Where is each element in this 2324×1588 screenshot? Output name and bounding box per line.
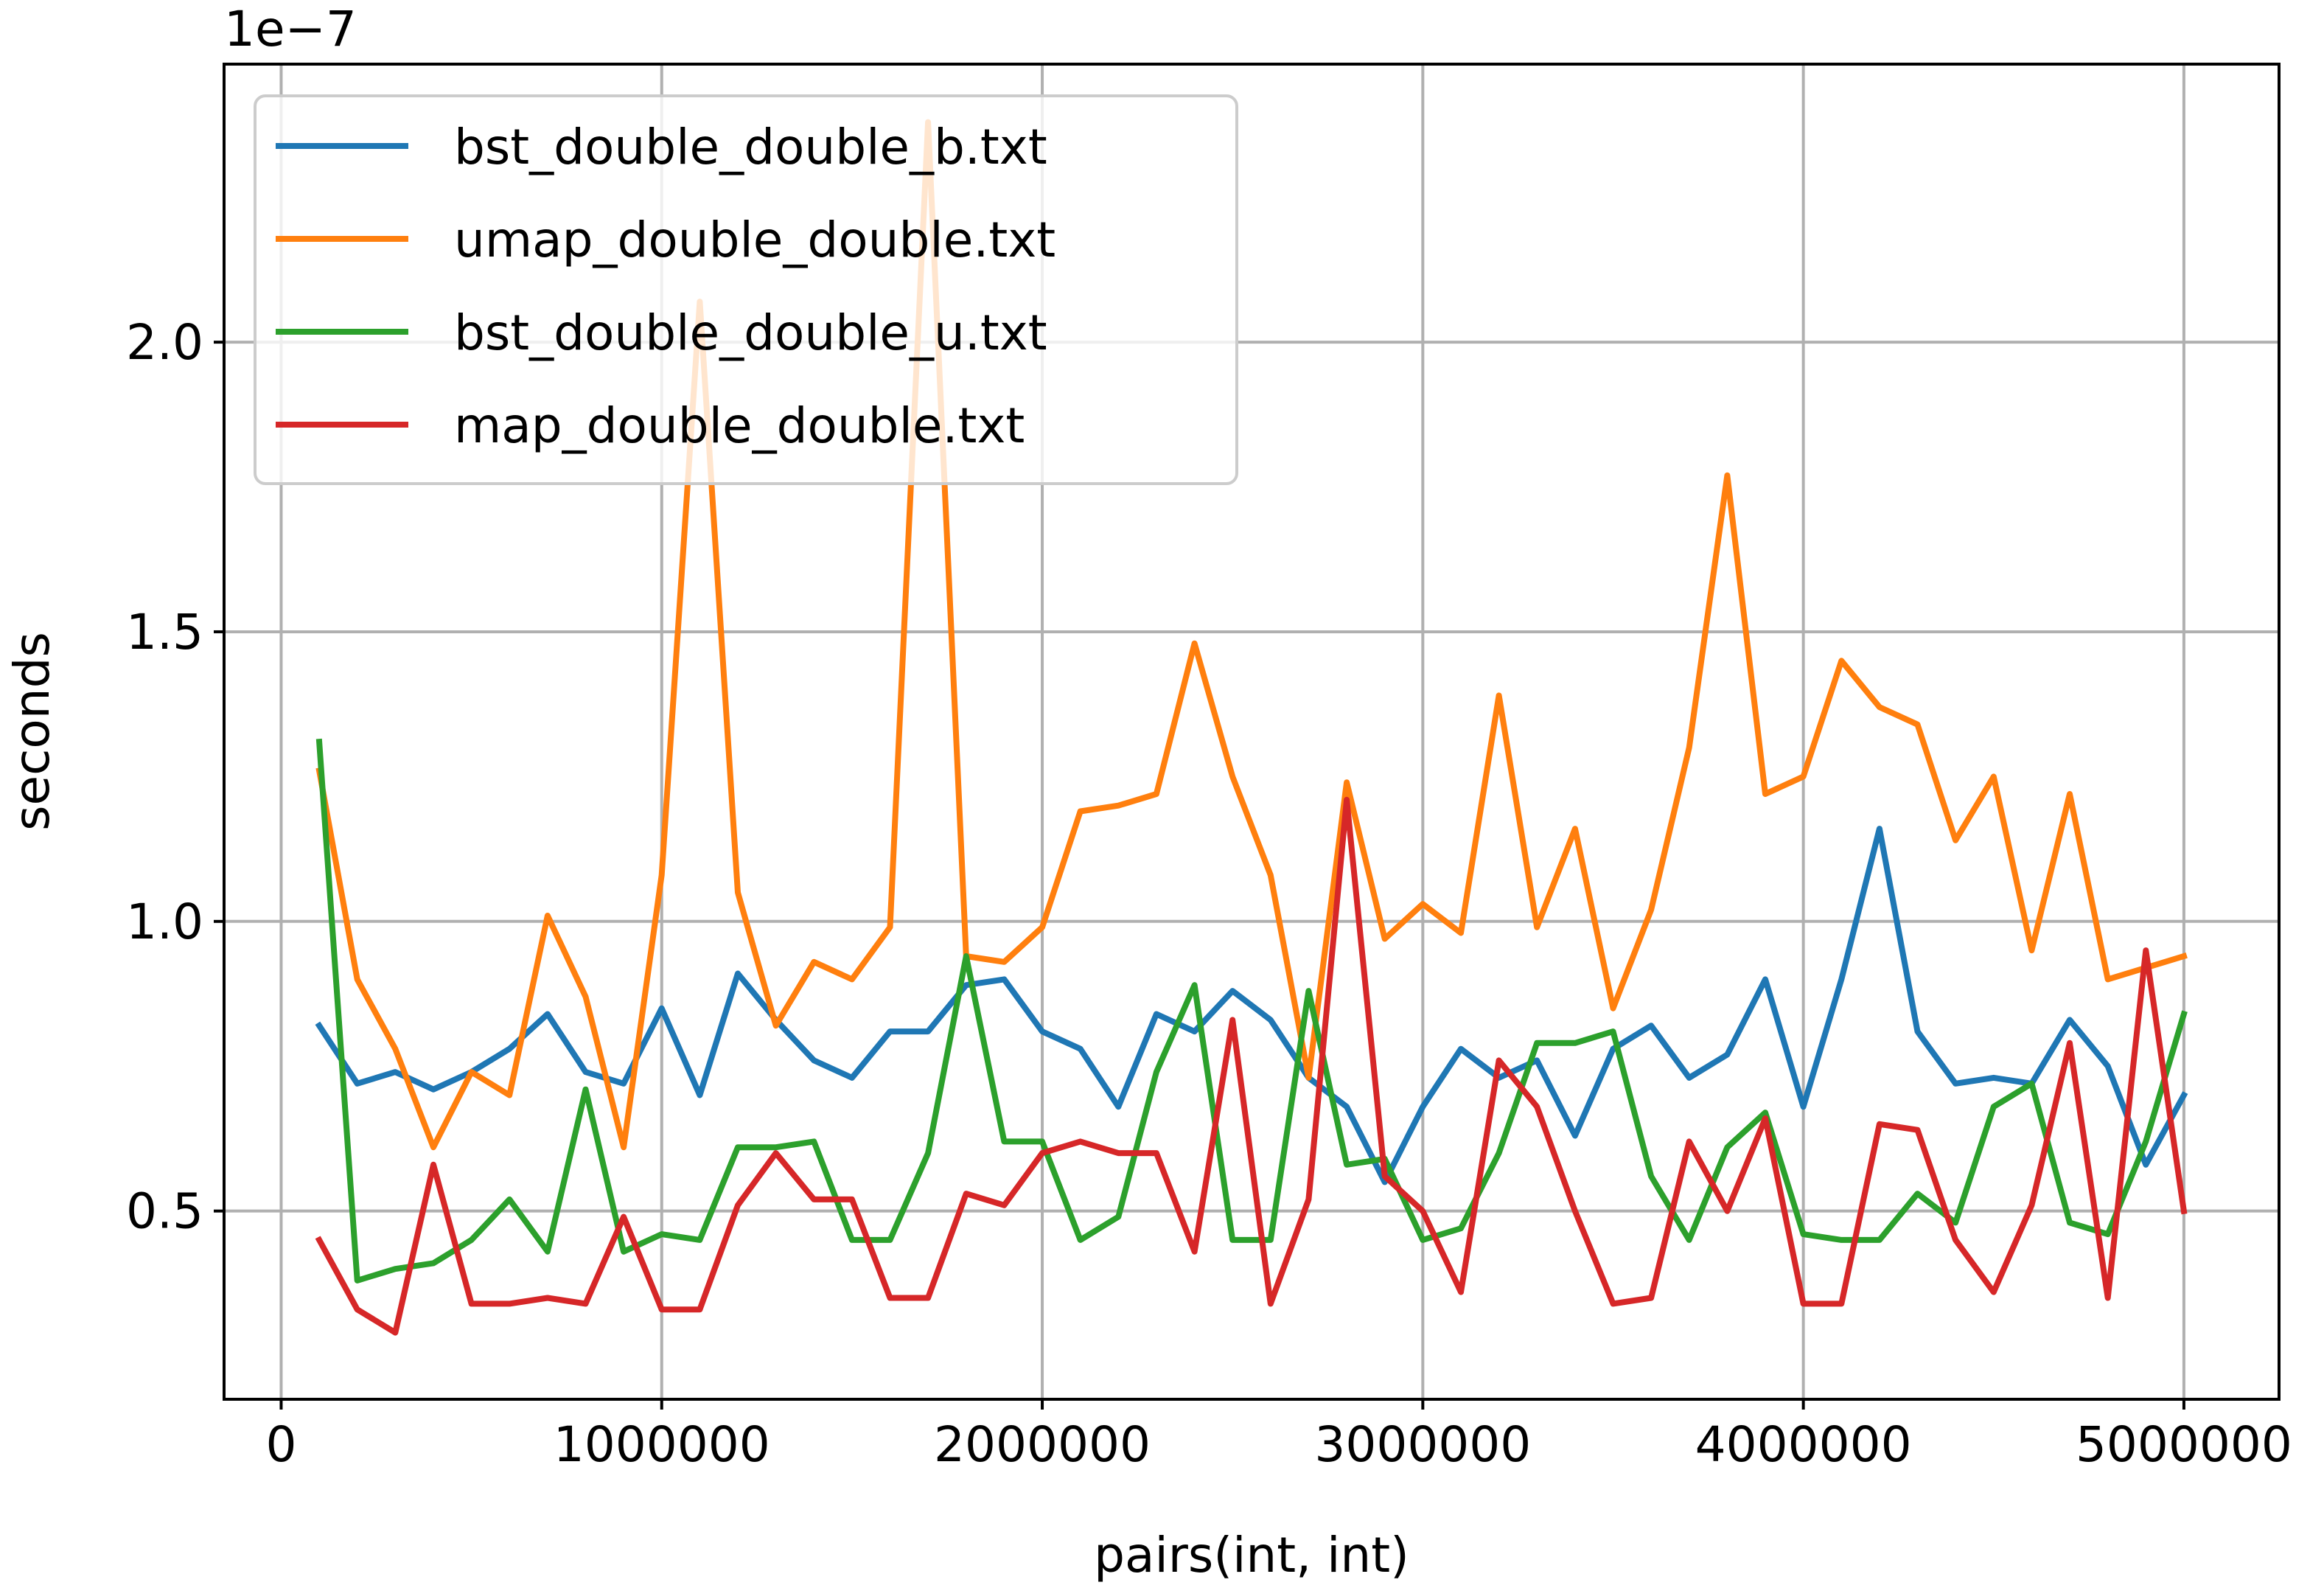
series-line-3 [315, 796, 2188, 1336]
legend-label: map_double_double.txt [454, 397, 1025, 454]
y-axis-label: seconds [4, 632, 60, 831]
series-line-1 [315, 119, 2188, 1151]
x-tick-label: 3000000 [1314, 1416, 1531, 1473]
legend-label: umap_double_double.txt [454, 212, 1055, 268]
legend-label: bst_double_double_u.txt [454, 304, 1047, 361]
x-tick-label: 0 [265, 1416, 296, 1473]
legend-box [254, 94, 1238, 485]
y-axis-ticks: 0.5 1.0 1.5 2.0 [126, 314, 224, 1240]
legend: bst_double_double_b.txt umap_double_doubl… [254, 94, 1238, 485]
x-tick-label: 5000000 [2076, 1416, 2292, 1473]
y-tick-label: 0.5 [126, 1183, 203, 1240]
x-tick-label: 2000000 [934, 1416, 1151, 1473]
plot-frame [223, 63, 2281, 1401]
x-tick-label: 1000000 [554, 1416, 770, 1473]
x-axis-label: pairs(int, int) [1094, 1527, 1409, 1584]
series-line-2 [315, 738, 2188, 1284]
y-tick-label: 1.5 [126, 604, 203, 661]
y-tick-label: 1.0 [126, 894, 203, 950]
legend-label: bst_double_double_b.txt [454, 119, 1047, 175]
series-line-0 [315, 826, 2188, 1185]
y-tick-label: 2.0 [126, 314, 203, 371]
series-lines [315, 119, 2188, 1336]
x-axis-ticks: 0 1000000 2000000 3000000 4000000 5000000 [265, 1399, 2292, 1473]
x-tick-label: 4000000 [1695, 1416, 1912, 1473]
y-offset-text: 1e−7 [224, 1, 357, 58]
